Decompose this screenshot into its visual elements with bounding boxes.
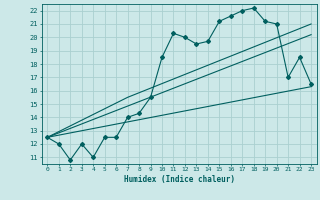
- X-axis label: Humidex (Indice chaleur): Humidex (Indice chaleur): [124, 175, 235, 184]
